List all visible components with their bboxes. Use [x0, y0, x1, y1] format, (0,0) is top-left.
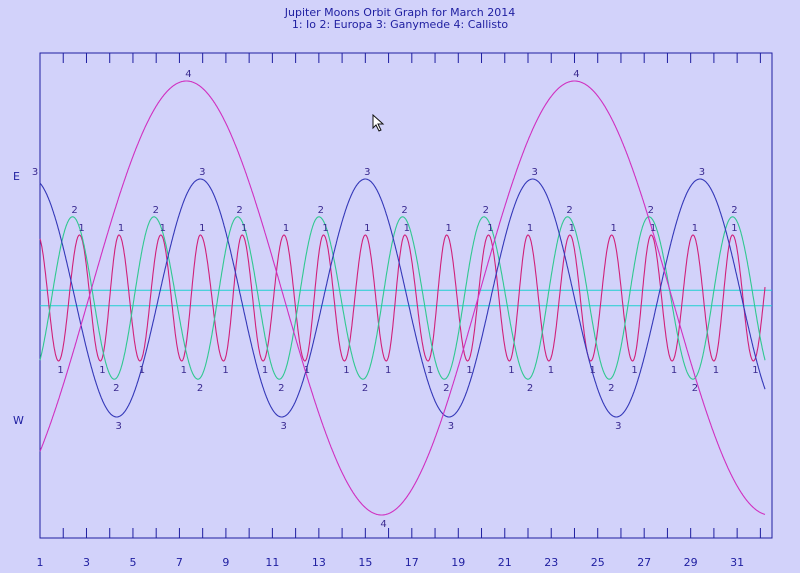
mouse-pointer-icon [372, 114, 385, 132]
io-peak-label: 1 [99, 365, 105, 376]
io-peak-label: 1 [569, 223, 575, 234]
io-peak-label: 1 [671, 365, 677, 376]
europa-peak-label: 2 [731, 205, 737, 216]
europa-peak-label: 2 [527, 383, 533, 394]
io-peak-label: 1 [404, 223, 410, 234]
x-tick-label: 1 [37, 556, 44, 569]
ganymede-peak-label: 3 [531, 167, 537, 178]
io-peak-label: 1 [692, 223, 698, 234]
io-peak-label: 1 [343, 365, 349, 376]
io-peak-label: 1 [322, 223, 328, 234]
io-peak-label: 1 [262, 365, 268, 376]
io-peak-label: 1 [222, 365, 228, 376]
europa-peak-label: 2 [318, 205, 324, 216]
io-peak-label: 1 [590, 365, 596, 376]
europa-peak-label: 2 [566, 205, 572, 216]
east-label: E [13, 170, 20, 183]
x-tick-label: 5 [129, 556, 136, 569]
io-peak-label: 1 [118, 223, 124, 234]
europa-peak-label: 2 [113, 383, 119, 394]
west-label: W [13, 414, 24, 427]
x-tick-label: 25 [591, 556, 605, 569]
io-peak-label: 1 [283, 223, 289, 234]
io-peak-label: 1 [160, 223, 166, 234]
chart-subtitle: 1: Io 2: Europa 3: Ganymede 4: Callisto [291, 18, 509, 31]
x-tick-label: 15 [358, 556, 372, 569]
io-peak-label: 1 [364, 223, 370, 234]
chart-title: Jupiter Moons Orbit Graph for March 2014 [284, 6, 516, 19]
europa-peak-label: 2 [401, 205, 407, 216]
callisto-orbit-line [39, 80, 766, 516]
io-peak-label: 1 [57, 365, 63, 376]
io-peak-label: 1 [445, 223, 451, 234]
io-peak-label: 1 [304, 365, 310, 376]
europa-peak-label: 2 [362, 383, 368, 394]
callisto-peak-label: 4 [185, 69, 191, 80]
europa-peak-label: 2 [278, 383, 284, 394]
io-peak-label: 1 [548, 365, 554, 376]
europa-peak-label: 2 [483, 205, 489, 216]
ganymede-peak-label: 3 [32, 167, 38, 178]
europa-peak-label: 2 [648, 205, 654, 216]
europa-orbit-line [39, 216, 766, 380]
x-tick-label: 21 [498, 556, 512, 569]
europa-peak-label: 2 [71, 205, 77, 216]
ganymede-orbit-line [39, 178, 766, 418]
x-tick-label: 13 [312, 556, 326, 569]
ganymede-peak-label: 3 [199, 167, 205, 178]
europa-peak-label: 2 [443, 383, 449, 394]
io-peak-label: 1 [385, 365, 391, 376]
io-peak-label: 1 [752, 365, 758, 376]
plot-frame [39, 52, 773, 539]
ganymede-peak-label: 3 [280, 421, 286, 432]
x-tick-label: 29 [684, 556, 698, 569]
x-tick-label: 31 [730, 556, 744, 569]
io-peak-label: 1 [487, 223, 493, 234]
io-peak-label: 1 [650, 223, 656, 234]
io-orbit-line [39, 234, 766, 362]
io-peak-label: 1 [527, 223, 533, 234]
ganymede-peak-label: 3 [448, 421, 454, 432]
callisto-peak-label: 4 [573, 69, 579, 80]
europa-peak-label: 2 [692, 383, 698, 394]
ganymede-peak-label: 3 [699, 167, 705, 178]
ganymede-peak-label: 3 [115, 421, 121, 432]
europa-peak-label: 2 [608, 383, 614, 394]
io-peak-label: 1 [139, 365, 145, 376]
io-peak-label: 1 [241, 223, 247, 234]
io-peak-label: 1 [508, 365, 514, 376]
europa-peak-label: 2 [153, 205, 159, 216]
io-peak-label: 1 [181, 365, 187, 376]
europa-peak-label: 2 [236, 205, 242, 216]
callisto-peak-label: 4 [380, 519, 386, 530]
x-tick-label: 3 [83, 556, 90, 569]
io-peak-label: 1 [731, 223, 737, 234]
europa-peak-label: 2 [197, 383, 203, 394]
io-peak-label: 1 [427, 365, 433, 376]
x-tick-label: 23 [544, 556, 558, 569]
x-tick-label: 11 [265, 556, 279, 569]
x-tick-label: 17 [405, 556, 419, 569]
x-tick-label: 9 [222, 556, 229, 569]
io-peak-label: 1 [631, 365, 637, 376]
io-peak-label: 1 [466, 365, 472, 376]
x-tick-label: 19 [451, 556, 465, 569]
x-tick-label: 7 [176, 556, 183, 569]
io-peak-label: 1 [610, 223, 616, 234]
io-peak-label: 1 [78, 223, 84, 234]
x-tick-label: 27 [637, 556, 651, 569]
ganymede-peak-label: 3 [364, 167, 370, 178]
io-peak-label: 1 [713, 365, 719, 376]
io-peak-label: 1 [199, 223, 205, 234]
ganymede-peak-label: 3 [615, 421, 621, 432]
